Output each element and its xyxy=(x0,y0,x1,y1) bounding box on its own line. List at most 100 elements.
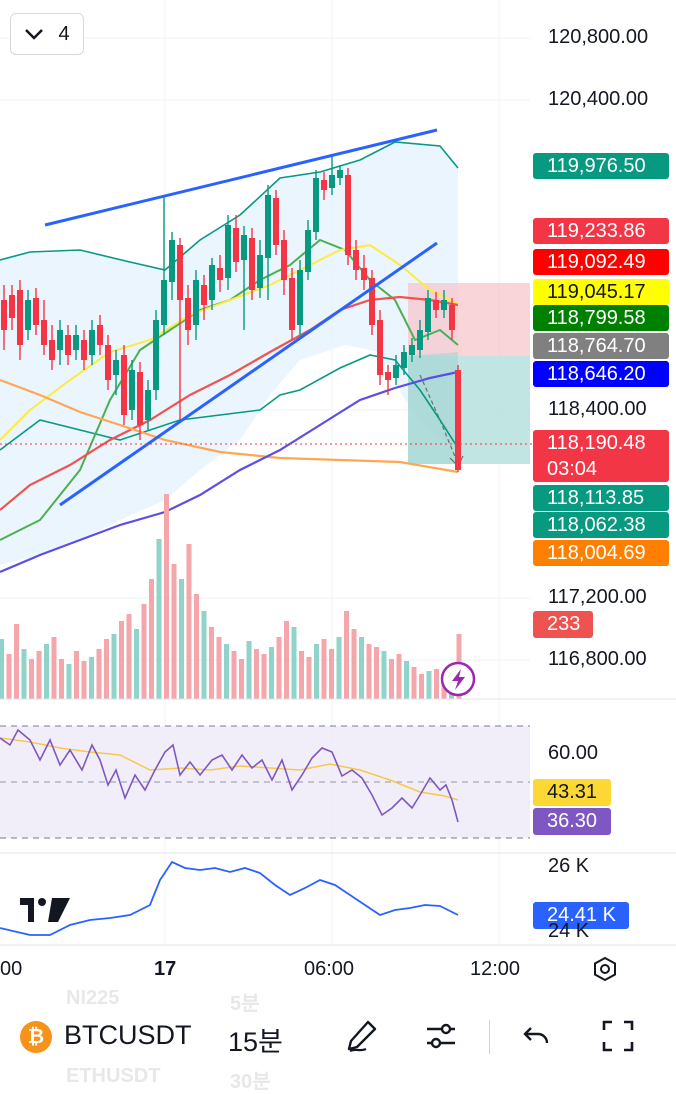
candle-body xyxy=(401,352,407,368)
candle-body xyxy=(209,265,215,300)
candle-body xyxy=(225,225,231,278)
volume-bar xyxy=(224,644,229,699)
volume-bar xyxy=(194,594,199,699)
volume-bar xyxy=(254,649,259,699)
price-label-value: 119,045.17 xyxy=(547,281,646,303)
bitcoin-icon: ₿ xyxy=(20,1021,52,1053)
price-chart[interactable] xyxy=(0,0,676,993)
volume-bar xyxy=(231,651,237,699)
volume-bar xyxy=(164,494,169,699)
candle-body xyxy=(137,372,143,425)
volume-bar xyxy=(51,637,57,699)
volume-bar xyxy=(276,637,282,699)
volume-bar xyxy=(6,654,12,699)
undo-button[interactable] xyxy=(514,1014,558,1058)
volume-bar xyxy=(314,644,319,699)
candle-body xyxy=(169,240,175,282)
lightning-icon[interactable] xyxy=(440,661,476,697)
candle-body xyxy=(89,330,95,355)
volume-bar xyxy=(299,651,304,699)
sliders-icon xyxy=(427,1023,455,1049)
volume-bar xyxy=(351,629,357,699)
chart-settings-icon[interactable] xyxy=(590,954,620,984)
price-label-value: 118,190.48 xyxy=(547,432,646,454)
volume-bar xyxy=(344,611,349,699)
indicator-count: 4 xyxy=(58,22,70,45)
volume-bar xyxy=(89,657,94,699)
volume-bar xyxy=(149,579,154,699)
trendline-upper[interactable] xyxy=(44,128,438,227)
price-tick: 120,800.00 xyxy=(548,26,649,48)
candle-body xyxy=(241,235,247,260)
price-label: 119,233.86 xyxy=(533,218,669,244)
volume-bar xyxy=(419,674,424,699)
volume-bar xyxy=(104,639,109,699)
volume-bar xyxy=(216,637,222,699)
volume-bar xyxy=(134,629,139,699)
price-label-value: 118,062.38 xyxy=(547,514,646,536)
fullscreen-icon xyxy=(602,1020,634,1052)
price-label: 118,062.38 xyxy=(533,512,669,538)
volume-bar xyxy=(321,639,327,699)
candle-body xyxy=(313,178,319,232)
interval-selector[interactable]: 15분 xyxy=(228,1027,283,1057)
price-label: 118,004.69 xyxy=(533,540,669,566)
volume-bar xyxy=(96,649,102,699)
price-label-value: 119,976.50 xyxy=(547,155,646,177)
candle-body xyxy=(121,355,127,415)
candle-body xyxy=(25,300,31,330)
volume-bar xyxy=(389,659,394,699)
candle-body xyxy=(369,278,375,325)
candle-body xyxy=(257,255,263,288)
candle-body xyxy=(105,345,111,380)
price-label-value: 118,799.58 xyxy=(547,307,646,329)
candle-body xyxy=(193,280,199,325)
candle-body xyxy=(161,280,167,325)
candle-body xyxy=(409,345,415,355)
symbol-selector[interactable]: BTCUSDT xyxy=(64,1020,192,1050)
bollinger-upper xyxy=(0,141,459,271)
ghost-interval: 5분 xyxy=(230,993,260,1015)
indicator-settings-button[interactable] xyxy=(419,1014,463,1058)
indicators-collapse-button[interactable]: 4 xyxy=(10,13,84,55)
indicator3-line xyxy=(0,860,459,936)
time-tick: 06:00 xyxy=(304,958,355,980)
volume-bar xyxy=(284,621,289,699)
trendline-lower[interactable] xyxy=(59,241,438,507)
price-label: 118,646.20 xyxy=(533,361,669,387)
volume-bar xyxy=(66,664,72,699)
volume-bar xyxy=(306,657,312,699)
candle-body xyxy=(337,170,343,178)
volume-bar xyxy=(426,671,432,699)
volume-bar xyxy=(74,651,79,699)
candle-body xyxy=(41,320,47,345)
price-label: 118,764.70 xyxy=(533,333,669,359)
rsi-value-label: 36.30 xyxy=(533,808,611,835)
fullscreen-button[interactable] xyxy=(596,1014,640,1058)
candle-body xyxy=(153,320,159,390)
candle-body xyxy=(455,370,461,470)
candle-body xyxy=(265,195,271,258)
candle-body xyxy=(297,270,303,325)
volume-bar xyxy=(0,639,4,699)
volume-bar xyxy=(374,647,379,699)
indicator3-tick-bottom: 24 K xyxy=(548,920,590,942)
volume-bar xyxy=(359,637,364,699)
volume-bar xyxy=(156,539,162,699)
volume-bar xyxy=(186,544,192,699)
candle-body xyxy=(433,300,439,310)
candle-body xyxy=(97,325,103,345)
candle-body xyxy=(81,340,87,360)
candle-body xyxy=(425,298,431,332)
candle-body xyxy=(289,278,295,330)
ma-red xyxy=(0,295,459,511)
volume-bars xyxy=(0,494,462,699)
volume-bar xyxy=(246,641,252,699)
candle-body xyxy=(305,230,311,272)
candle-body xyxy=(441,300,447,310)
drawing-tool-button[interactable] xyxy=(340,1014,384,1058)
volume-bar xyxy=(239,659,244,699)
candle-body xyxy=(1,300,7,330)
price-label-value: 118,113.85 xyxy=(547,487,645,509)
candle-body xyxy=(177,245,183,300)
